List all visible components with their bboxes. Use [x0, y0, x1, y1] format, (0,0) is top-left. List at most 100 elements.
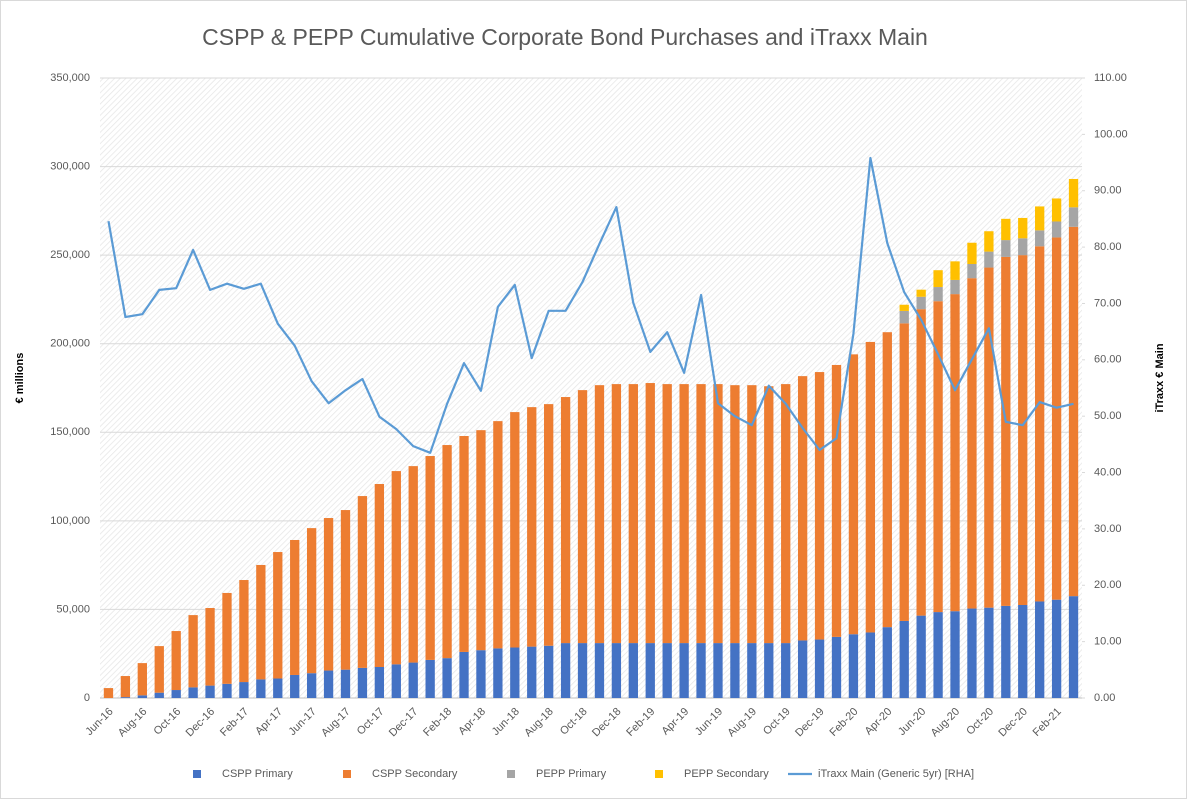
- bar-segment: [662, 384, 672, 644]
- bar-segment: [899, 310, 909, 324]
- bar-segment: [781, 384, 791, 644]
- bar-segment: [442, 445, 452, 659]
- bar-segment: [510, 647, 520, 698]
- legend-swatch: [343, 770, 351, 778]
- bar-segment: [425, 456, 435, 660]
- y2-tick-label: 10.00: [1094, 636, 1122, 648]
- bar-segment: [188, 687, 198, 698]
- bar-segment: [391, 471, 401, 665]
- bar-segment: [984, 607, 994, 698]
- bar-segment: [222, 592, 232, 684]
- bar-segment: [1018, 605, 1028, 698]
- legend-swatch: [655, 770, 663, 778]
- bar-segment: [865, 632, 876, 698]
- bar-segment: [950, 611, 960, 698]
- bar-segment: [933, 612, 943, 698]
- bar-segment: [916, 296, 926, 310]
- bar-segment: [527, 407, 537, 647]
- bar-segment: [476, 650, 486, 698]
- y2-tick-label: 70.00: [1094, 297, 1122, 309]
- bar-segment: [137, 663, 147, 696]
- bar-segment: [594, 385, 605, 644]
- bar-segment: [713, 384, 723, 644]
- bar-segment: [357, 496, 368, 668]
- y2-tick-label: 20.00: [1094, 579, 1122, 591]
- bar-segment: [374, 667, 385, 698]
- bar-segment: [950, 279, 960, 295]
- y-tick-label: 50,000: [56, 603, 90, 615]
- bar-segment: [442, 658, 452, 698]
- bar-segment: [239, 682, 249, 698]
- y-tick-label: 100,000: [50, 515, 90, 527]
- bar-segment: [797, 640, 808, 698]
- line-series: [107, 156, 1074, 454]
- bar-segment: [1018, 255, 1028, 605]
- bar-segment: [848, 634, 859, 698]
- bar-segment: [628, 384, 638, 644]
- y2-tick-label: 40.00: [1094, 466, 1122, 478]
- bar-segment: [628, 643, 638, 698]
- bar-segment: [1035, 601, 1045, 698]
- bar-segment: [154, 692, 164, 698]
- bar-segment: [848, 354, 859, 635]
- bar-segment: [493, 648, 503, 698]
- y2-tick-label: 0.00: [1094, 692, 1115, 704]
- bar-segment: [1035, 230, 1045, 247]
- bar-segment: [205, 608, 215, 686]
- bar-segment: [899, 323, 909, 621]
- bar-segment: [340, 510, 351, 670]
- bar-segment: [933, 301, 943, 613]
- bar-segment: [967, 278, 977, 609]
- bar-segment: [645, 383, 655, 644]
- bar-segment: [1018, 217, 1028, 239]
- bar-segment: [916, 615, 926, 698]
- bar-segment: [764, 386, 774, 644]
- bar-segment: [899, 304, 909, 311]
- bar-segment: [544, 645, 554, 698]
- bar-segment: [814, 372, 825, 640]
- bar-segment: [950, 294, 960, 612]
- legend-label: iTraxx Main (Generic 5yr) [RHA]: [818, 768, 974, 780]
- bar-segment: [916, 309, 926, 616]
- bar-segment: [137, 695, 147, 698]
- bar-segment: [425, 659, 435, 698]
- bar-segment: [611, 384, 622, 644]
- bar-segment: [476, 430, 486, 651]
- legend-label: PEPP Secondary: [684, 768, 769, 780]
- bar-segment: [814, 639, 825, 698]
- bar-segment: [306, 673, 317, 698]
- bar-segment: [459, 651, 469, 698]
- bar-segment: [831, 364, 842, 637]
- bar-segment: [1051, 221, 1062, 238]
- legend-label: PEPP Primary: [536, 768, 607, 780]
- bar-segment: [1001, 256, 1011, 606]
- bar-segment: [323, 518, 334, 671]
- bar-segment: [967, 608, 977, 698]
- y-tick-label: 350,000: [50, 72, 90, 84]
- bar-segment: [950, 261, 960, 280]
- bar-segment: [493, 421, 503, 649]
- bar-segment: [205, 685, 215, 698]
- bar-segment: [1068, 178, 1079, 208]
- bar-segment: [1001, 218, 1011, 241]
- legend-swatch: [507, 770, 515, 778]
- bar-segment: [290, 539, 300, 675]
- bar-segment: [1068, 596, 1079, 698]
- y-axis-title: € millions: [14, 353, 26, 404]
- bar-segment: [1068, 226, 1079, 597]
- bar-segment: [273, 552, 283, 679]
- bar-segment: [544, 404, 554, 646]
- bar-segment: [1051, 198, 1062, 222]
- bar-segment: [1035, 206, 1045, 231]
- bar-segment: [747, 385, 757, 644]
- bar-segment: [713, 643, 723, 698]
- bar-segment: [171, 631, 181, 691]
- y-tick-label: 300,000: [50, 160, 90, 172]
- bar-segment: [1051, 599, 1062, 698]
- y-tick-label: 200,000: [50, 338, 90, 350]
- bar-segment: [696, 643, 706, 698]
- bar-segment: [408, 466, 418, 663]
- bar-segment: [933, 287, 943, 302]
- bar-segment: [679, 384, 689, 644]
- bar-segment: [984, 251, 994, 268]
